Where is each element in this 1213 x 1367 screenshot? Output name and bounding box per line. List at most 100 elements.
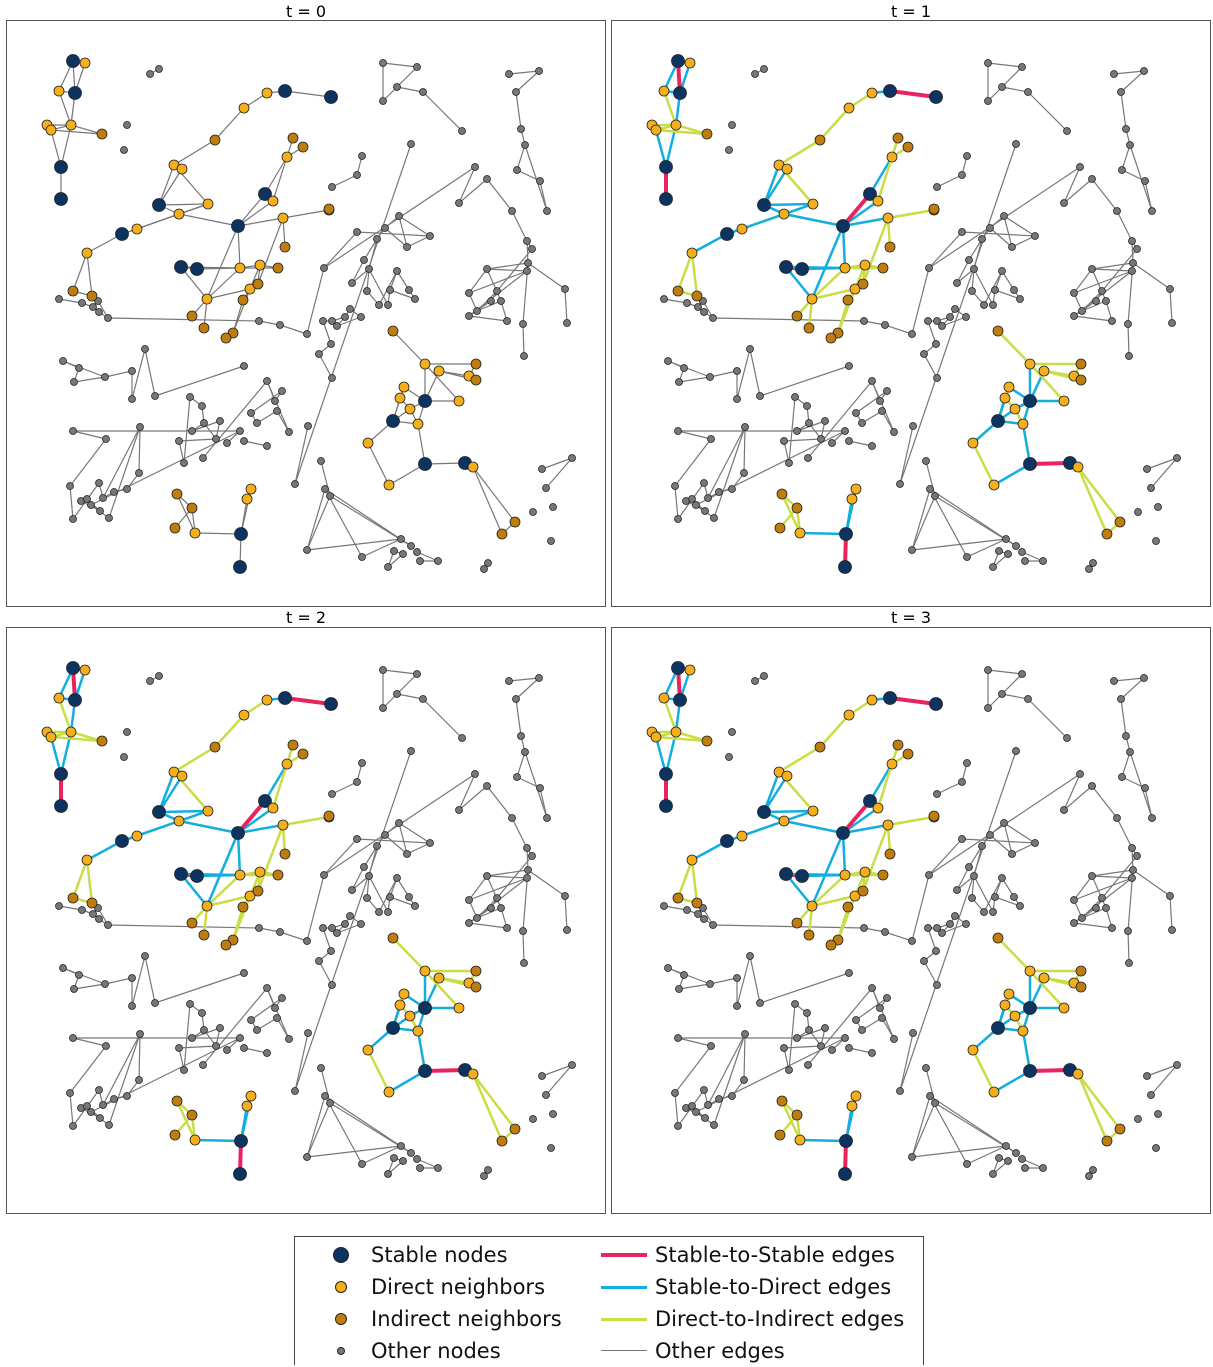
other-node [751,677,759,685]
other-node [710,514,718,522]
indirect-neighbor-node [171,488,183,500]
other-node [868,984,876,992]
other-node [1092,904,1100,912]
direct-indirect-edge [861,824,890,892]
other-edge [62,360,106,378]
stable-direct-edge [157,775,184,813]
other-edge [206,288,251,300]
indirect-neighbor-node [791,917,803,929]
stable-node [757,805,771,819]
direct-neighbor-node [967,1044,979,1056]
network-panel-t2 [6,627,606,1214]
stable-node [418,394,432,408]
other-node [549,503,557,511]
other-node [828,1046,836,1054]
other-node [728,485,736,493]
other-node [958,778,966,786]
direct-neighbor-node [1024,358,1036,370]
direct-neighbor-node [81,854,93,866]
other-node [1078,914,1086,922]
other-edge [306,488,326,551]
direct-neighbor-node [1009,403,1021,415]
other-edge [1091,875,1107,909]
indirect-neighbor-node [857,278,869,290]
direct-indirect-edge [655,128,708,136]
panel-title-1: t = 1 [890,2,932,21]
direct-indirect-edge-marker [601,1318,647,1321]
other-edge [284,90,332,98]
other-node [278,994,286,1002]
other-node [348,279,356,287]
other-node [327,340,335,348]
other-node [817,435,825,443]
other-edge [138,426,141,474]
other-edge [468,877,528,901]
other-node [110,488,118,496]
other-edge [266,987,290,1040]
other-node [524,866,532,874]
other-node [341,313,349,321]
other-edge [927,927,937,952]
other-edge [388,463,426,486]
other-node [1070,312,1078,320]
other-node [465,896,473,904]
other-node [1010,286,1018,294]
other-edge [264,156,288,195]
direct-neighbor-node [176,163,188,175]
other-node [542,484,550,492]
indirect-neighbor-node [496,528,508,540]
other-node [998,83,1006,91]
stable-node [152,198,166,212]
other-node [321,485,329,493]
other-node [998,874,1006,882]
other-edge [424,363,460,402]
other-node [543,814,551,822]
other-node [1133,852,1141,860]
direct-indirect-edge [876,763,894,809]
indirect-neighbor-node [825,332,837,344]
other-node [128,974,136,982]
other-node [756,392,764,400]
other-node [89,910,97,918]
direct-indirect-edge [690,859,699,904]
other-edge [678,983,711,990]
indirect-neighbor-node [323,203,335,215]
other-node [333,929,341,937]
other-edge [541,1064,573,1077]
stable-node [234,527,248,541]
other-edge [476,907,502,919]
other-node [1166,285,1174,293]
other-node [1122,125,1130,133]
other-edge [458,785,488,811]
other-edge [524,144,548,212]
other-node [123,728,131,736]
other-node [780,437,788,445]
direct-neighbor-node [1009,1010,1021,1022]
other-node [1148,207,1156,215]
direct-neighbor-node [1017,1025,1029,1037]
other-node [384,563,392,571]
direct-neighbor-node [736,830,748,842]
direct-neighbor-node [238,102,250,114]
other-node [413,1155,421,1163]
other-node [933,374,941,382]
other-edge [855,390,888,414]
other-edge [107,924,260,929]
other-node [155,65,163,73]
other-node-marker [337,1347,345,1355]
indirect-neighbor-node [387,325,399,337]
other-node [403,243,411,251]
other-node [707,1042,715,1050]
network-graph [41,661,576,1181]
other-node [523,237,531,245]
direct-neighbor-node [839,869,851,881]
direct-indirect-edge [392,937,426,972]
direct-neighbor-node [202,805,214,817]
other-node [520,959,528,967]
direct-neighbor-node [843,102,855,114]
other-node [353,228,361,236]
other-edge [677,430,712,440]
indirect-neighbor-node [884,241,896,253]
legend: Stable nodes Direct neighbors Indirect n… [294,1236,924,1365]
other-edge [398,822,408,855]
